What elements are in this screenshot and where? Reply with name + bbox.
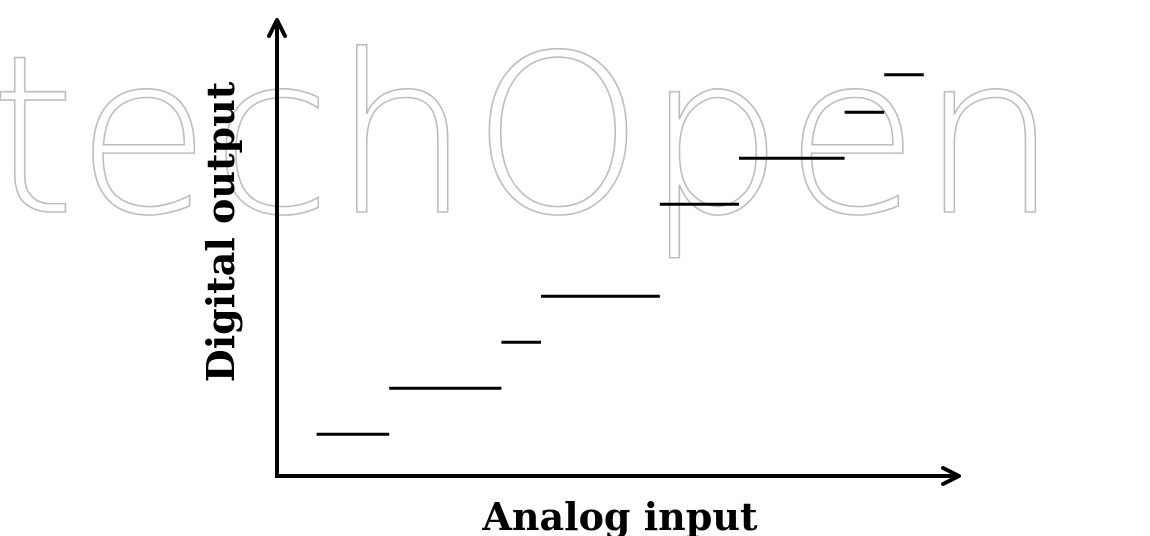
x-axis-label: Analog input <box>481 494 758 536</box>
y-axis-arrow-icon <box>267 18 287 38</box>
y-axis-label: Digital output <box>198 81 243 382</box>
axes <box>267 18 961 486</box>
watermark-logo: IntechOpen <box>0 8 1059 264</box>
x-axis-arrow-icon <box>941 466 961 486</box>
step-segments <box>316 73 924 436</box>
